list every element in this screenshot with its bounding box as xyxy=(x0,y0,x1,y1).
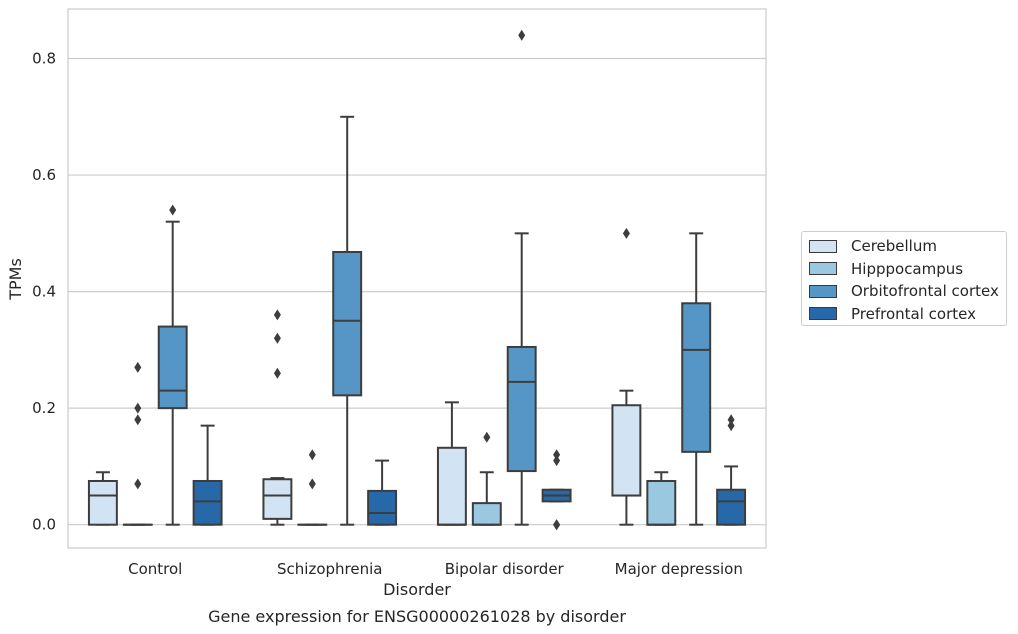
y-tick-label: 0.0 xyxy=(32,516,56,534)
x-tick-label: Schizophrenia xyxy=(277,560,382,578)
box-hipppocampus xyxy=(471,431,502,526)
box-prefrontal-cortex xyxy=(367,459,398,526)
box-hipppocampus xyxy=(297,449,328,526)
iqr-box xyxy=(611,404,642,497)
iqr-box xyxy=(192,479,223,526)
x-axis-title: Disorder xyxy=(383,580,451,599)
legend-item: Hipppocampus xyxy=(809,259,963,279)
x-tick-label: Bipolar disorder xyxy=(445,560,565,578)
y-tick-labels: 0.0 0.2 0.4 0.6 0.8 xyxy=(32,50,56,534)
x-tick-label: Control xyxy=(128,560,182,578)
outlier-point xyxy=(273,332,281,344)
y-tick-label: 0.4 xyxy=(32,283,56,301)
iqr-box xyxy=(262,478,293,520)
iqr-box xyxy=(367,489,398,526)
iqr-box xyxy=(157,325,188,410)
outlier-point xyxy=(308,449,316,461)
legend-label: Orbitofrontal cortex xyxy=(851,282,999,300)
y-tick-label: 0.6 xyxy=(32,166,56,184)
legend-item: Cerebellum xyxy=(809,236,937,256)
box-hipppocampus xyxy=(122,361,153,526)
box-prefrontal-cortex xyxy=(541,449,572,531)
legend-swatch xyxy=(809,284,837,298)
box-orbitofrontal-cortex xyxy=(681,232,712,526)
outlier-point xyxy=(273,309,281,321)
legend: Cerebellum Hipppocampus Orbitofrontal cort… xyxy=(801,231,1007,326)
legend-swatch xyxy=(809,239,837,253)
iqr-box xyxy=(646,479,677,526)
outlier-point xyxy=(553,449,561,461)
box-orbitofrontal-cortex xyxy=(332,115,363,526)
outlier-point xyxy=(273,367,281,379)
outlier-point xyxy=(134,361,142,373)
y-tick-label: 0.2 xyxy=(32,399,56,417)
legend-label: Hipppocampus xyxy=(851,259,964,278)
chart-caption: Gene expression for ENSG00000261028 by d… xyxy=(208,607,626,626)
outlier-point xyxy=(169,204,177,216)
outlier-point xyxy=(553,455,561,467)
iqr-box xyxy=(87,479,118,526)
outlier-point xyxy=(308,478,316,490)
iqr-box xyxy=(436,446,467,526)
x-tick-labels: Control Schizophrenia Bipolar disorder Majo… xyxy=(128,560,743,578)
y-axis-title: TPMs xyxy=(6,258,25,301)
box-cerebellum xyxy=(262,309,293,526)
box-prefrontal-cortex xyxy=(716,414,747,526)
iqr-box xyxy=(332,250,363,397)
iqr-box xyxy=(716,488,747,526)
legend-swatch xyxy=(809,262,837,275)
box-hipppocampus xyxy=(646,471,677,526)
box-prefrontal-cortex xyxy=(192,424,223,526)
outlier-point xyxy=(727,414,735,426)
iqr-box xyxy=(471,502,502,526)
y-tick-label: 0.8 xyxy=(32,50,56,68)
outlier-point xyxy=(518,29,526,41)
outlier-point xyxy=(727,420,735,432)
outlier-point xyxy=(134,402,142,414)
x-tick-label: Major depression xyxy=(615,560,743,578)
outlier-point xyxy=(553,519,561,531)
box-orbitofrontal-cortex xyxy=(506,29,537,526)
legend-label: Cerebellum xyxy=(851,237,937,255)
legend-item: Prefrontal cortex xyxy=(809,304,976,324)
iqr-box xyxy=(681,302,712,453)
iqr-box xyxy=(506,345,537,473)
box-cerebellum xyxy=(611,227,642,526)
legend-label: Prefrontal cortex xyxy=(851,304,976,323)
box-cerebellum xyxy=(436,401,467,526)
outlier-point xyxy=(134,414,142,426)
legend-item: Orbitofrontal cortex xyxy=(809,281,999,301)
outlier-point xyxy=(622,227,630,239)
boxes xyxy=(87,29,747,531)
legend-swatch xyxy=(809,307,837,320)
plot-frame xyxy=(67,8,767,549)
box-cerebellum xyxy=(87,471,118,526)
outlier-point xyxy=(134,478,142,490)
box-orbitofrontal-cortex xyxy=(157,204,188,526)
outlier-point xyxy=(483,431,491,443)
